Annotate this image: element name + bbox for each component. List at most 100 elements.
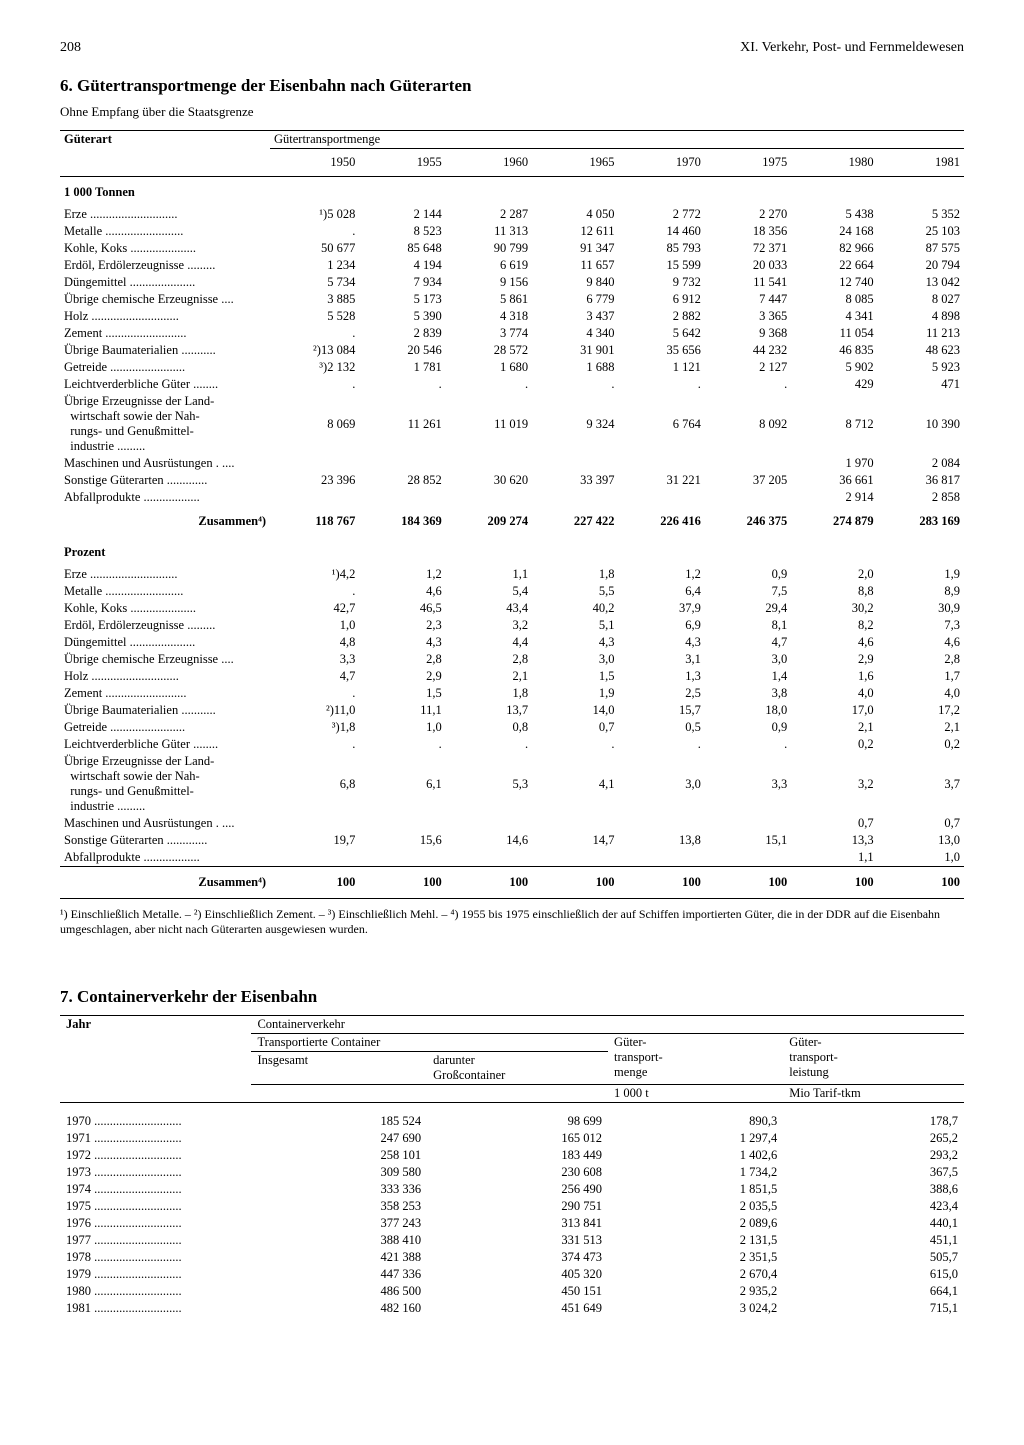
- cell: 2,5: [618, 685, 704, 702]
- cell: 331 513: [427, 1232, 608, 1249]
- cell: 1 734,2: [608, 1164, 783, 1181]
- row-label: Getreide ........................: [60, 359, 270, 376]
- cell: 451 649: [427, 1300, 608, 1317]
- row-label: Sonstige Güterarten .............: [60, 832, 270, 849]
- cell: 87 575: [878, 240, 964, 257]
- cell: 6,9: [618, 617, 704, 634]
- sum-cell: 209 274: [446, 506, 532, 537]
- cell: 2 772: [618, 206, 704, 223]
- cell: 1,0: [270, 617, 359, 634]
- cell: 8 085: [791, 291, 877, 308]
- cell: 4,3: [359, 634, 445, 651]
- cell: .: [270, 223, 359, 240]
- sum-cell: 100: [618, 867, 704, 899]
- cell: 2,3: [359, 617, 445, 634]
- cell: 3,0: [705, 651, 791, 668]
- row-label: Getreide ........................: [60, 719, 270, 736]
- cell: 6 764: [618, 393, 704, 455]
- row-label: Übrige Erzeugnisse der Land- wirtschaft …: [60, 753, 270, 815]
- cell: 36 817: [878, 472, 964, 489]
- unit-1000t: 1 000 t: [608, 1085, 783, 1103]
- cell: 0,9: [705, 566, 791, 583]
- cell: [270, 815, 359, 832]
- cell: 230 608: [427, 1164, 608, 1181]
- cell: 440,1: [783, 1215, 964, 1232]
- cell: [705, 849, 791, 867]
- chapter-title: XI. Verkehr, Post- und Fernmeldewesen: [740, 40, 964, 56]
- cell: 1 402,6: [608, 1147, 783, 1164]
- cell: 293,2: [783, 1147, 964, 1164]
- cell: 1,8: [446, 685, 532, 702]
- cell: 388 410: [251, 1232, 427, 1249]
- cell: [359, 489, 445, 506]
- cell: 183 449: [427, 1147, 608, 1164]
- row-label: Leichtverderbliche Güter ........: [60, 376, 270, 393]
- cell: 2,1: [791, 719, 877, 736]
- cell: 4 898: [878, 308, 964, 325]
- cell: 3 885: [270, 291, 359, 308]
- cell: 358 253: [251, 1198, 427, 1215]
- cell: [446, 455, 532, 472]
- year-col: 1980: [791, 149, 877, 177]
- sum-cell: 100: [532, 867, 618, 899]
- cell: 6,1: [359, 753, 445, 815]
- cell: 3 437: [532, 308, 618, 325]
- row-label: Erdöl, Erdölerzeugnisse .........: [60, 257, 270, 274]
- year-label: 1971 ............................: [60, 1130, 251, 1147]
- cell: 256 490: [427, 1181, 608, 1198]
- cell: 13,3: [791, 832, 877, 849]
- cell: 20 794: [878, 257, 964, 274]
- cell: [705, 815, 791, 832]
- year-col: 1981: [878, 149, 964, 177]
- cell: [618, 489, 704, 506]
- cell: 13,0: [878, 832, 964, 849]
- cell: 429: [791, 376, 877, 393]
- cell: 23 396: [270, 472, 359, 489]
- cell: 9 732: [618, 274, 704, 291]
- cell: 11 541: [705, 274, 791, 291]
- cell: .: [359, 736, 445, 753]
- cell: 2,8: [359, 651, 445, 668]
- unit-label: Prozent: [60, 537, 964, 566]
- cell: 7 934: [359, 274, 445, 291]
- cell: 82 966: [791, 240, 877, 257]
- cell: [532, 849, 618, 867]
- cell: [532, 815, 618, 832]
- year-label: 1977 ............................: [60, 1232, 251, 1249]
- cell: 1,3: [618, 668, 704, 685]
- cell: [359, 455, 445, 472]
- cell: 8 027: [878, 291, 964, 308]
- cell: 1 297,4: [608, 1130, 783, 1147]
- cell: 8 523: [359, 223, 445, 240]
- cell: 0,7: [878, 815, 964, 832]
- cell: 1 970: [791, 455, 877, 472]
- cell: 4,3: [618, 634, 704, 651]
- cell: 5 861: [446, 291, 532, 308]
- cell: .: [270, 376, 359, 393]
- cell: 30,9: [878, 600, 964, 617]
- cell: 9 840: [532, 274, 618, 291]
- cell: 4 050: [532, 206, 618, 223]
- row-label: Erze ............................: [60, 566, 270, 583]
- year-col: 1975: [705, 149, 791, 177]
- year-col: 1965: [532, 149, 618, 177]
- cell: 2 127: [705, 359, 791, 376]
- sum-cell: 283 169: [878, 506, 964, 537]
- cell: 1,7: [878, 668, 964, 685]
- cell: 3 024,2: [608, 1300, 783, 1317]
- cell: 0,9: [705, 719, 791, 736]
- cell: 1,5: [359, 685, 445, 702]
- cell: 367,5: [783, 1164, 964, 1181]
- cell: 14 460: [618, 223, 704, 240]
- cell: 2 035,5: [608, 1198, 783, 1215]
- cell: 1,0: [359, 719, 445, 736]
- row-label: Leichtverderbliche Güter ........: [60, 736, 270, 753]
- sum-cell: 100: [446, 867, 532, 899]
- table-guetertransport: Güterart Gütertransportmenge 19501955196…: [60, 130, 964, 901]
- cell: 471: [878, 376, 964, 393]
- cell: 11,1: [359, 702, 445, 719]
- cell: 0,7: [791, 815, 877, 832]
- cell: 46,5: [359, 600, 445, 617]
- cell: 40,2: [532, 600, 618, 617]
- cell: 178,7: [783, 1113, 964, 1130]
